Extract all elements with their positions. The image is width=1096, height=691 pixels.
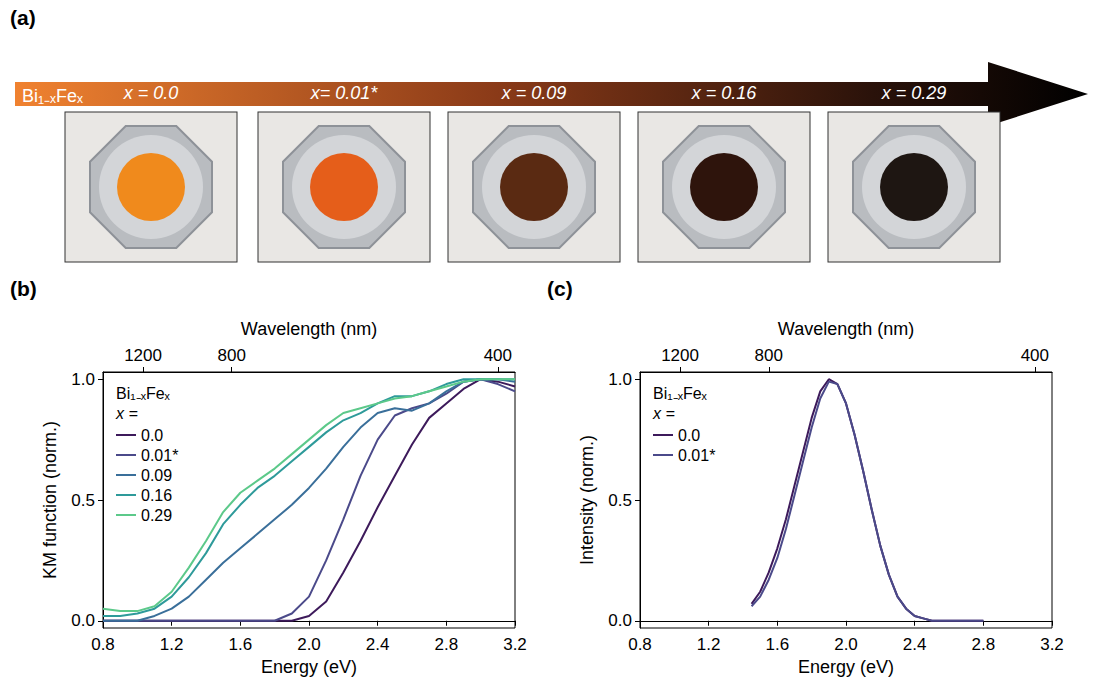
svg-text:3.2: 3.2 bbox=[1040, 635, 1064, 654]
svg-text:(b): (b) bbox=[10, 277, 37, 300]
svg-text:Intensity (norm.): Intensity (norm.) bbox=[577, 435, 597, 565]
svg-text:0.8: 0.8 bbox=[628, 635, 652, 654]
svg-text:0.09: 0.09 bbox=[141, 467, 172, 484]
svg-text:0.0: 0.0 bbox=[71, 611, 95, 630]
svg-text:Wavelength (nm): Wavelength (nm) bbox=[778, 319, 914, 339]
svg-text:1200: 1200 bbox=[124, 346, 162, 365]
svg-text:3.2: 3.2 bbox=[503, 635, 527, 654]
svg-text:2.4: 2.4 bbox=[366, 635, 390, 654]
svg-text:400: 400 bbox=[484, 346, 512, 365]
html-text:x = 0.0: x = 0.0 bbox=[123, 83, 179, 103]
svg-text:0.8: 0.8 bbox=[91, 635, 115, 654]
svg-text:1.6: 1.6 bbox=[229, 635, 253, 654]
svg-text:1200: 1200 bbox=[661, 346, 699, 365]
svg-text:1.0: 1.0 bbox=[71, 370, 95, 389]
svg-text:0.01*: 0.01* bbox=[141, 447, 178, 464]
svg-text:KM function (norm.): KM function (norm.) bbox=[40, 421, 60, 579]
svg-text:0.0: 0.0 bbox=[608, 611, 632, 630]
html-text:(a): (a) bbox=[10, 6, 36, 29]
svg-text:0.0: 0.0 bbox=[141, 427, 163, 444]
svg-text:0.5: 0.5 bbox=[608, 491, 632, 510]
svg-text:2.8: 2.8 bbox=[435, 635, 459, 654]
svg-text:Energy (eV): Energy (eV) bbox=[261, 657, 357, 677]
svg-text:2.8: 2.8 bbox=[972, 635, 996, 654]
svg-text:Bi₁₋ₓFeₓ: Bi₁₋ₓFeₓ bbox=[116, 385, 171, 402]
svg-text:0.29: 0.29 bbox=[141, 507, 172, 524]
svg-text:Bi₁₋ₓFeₓ: Bi₁₋ₓFeₓ bbox=[653, 385, 708, 402]
svg-text:2.0: 2.0 bbox=[834, 635, 858, 654]
svg-text:0.0: 0.0 bbox=[678, 427, 700, 444]
svg-text:2.4: 2.4 bbox=[903, 635, 927, 654]
svg-text:2.0: 2.0 bbox=[297, 635, 321, 654]
svg-text:x =: x = bbox=[115, 405, 138, 422]
svg-text:Wavelength (nm): Wavelength (nm) bbox=[241, 319, 377, 339]
svg-text:800: 800 bbox=[218, 346, 246, 365]
svg-text:0.01*: 0.01* bbox=[678, 447, 715, 464]
html-text:x = 0.09: x = 0.09 bbox=[501, 83, 567, 103]
svg-text:(c): (c) bbox=[547, 277, 573, 300]
svg-text:0.5: 0.5 bbox=[71, 491, 95, 510]
svg-text:0.16: 0.16 bbox=[141, 487, 172, 504]
html-text:x = 0.29: x = 0.29 bbox=[881, 83, 947, 103]
svg-text:1.2: 1.2 bbox=[697, 635, 721, 654]
svg-text:Energy (eV): Energy (eV) bbox=[798, 657, 894, 677]
svg-text:1.6: 1.6 bbox=[766, 635, 790, 654]
svg-text:400: 400 bbox=[1021, 346, 1049, 365]
svg-text:x =: x = bbox=[652, 405, 675, 422]
html-text:Bi₁₋ₓFeₓ: Bi₁₋ₓFeₓ bbox=[22, 86, 83, 106]
svg-text:1.0: 1.0 bbox=[608, 370, 632, 389]
html-text:x= 0.01*: x= 0.01* bbox=[310, 83, 378, 103]
html-text:x = 0.16: x = 0.16 bbox=[691, 83, 757, 103]
svg-text:800: 800 bbox=[755, 346, 783, 365]
svg-text:1.2: 1.2 bbox=[160, 635, 184, 654]
